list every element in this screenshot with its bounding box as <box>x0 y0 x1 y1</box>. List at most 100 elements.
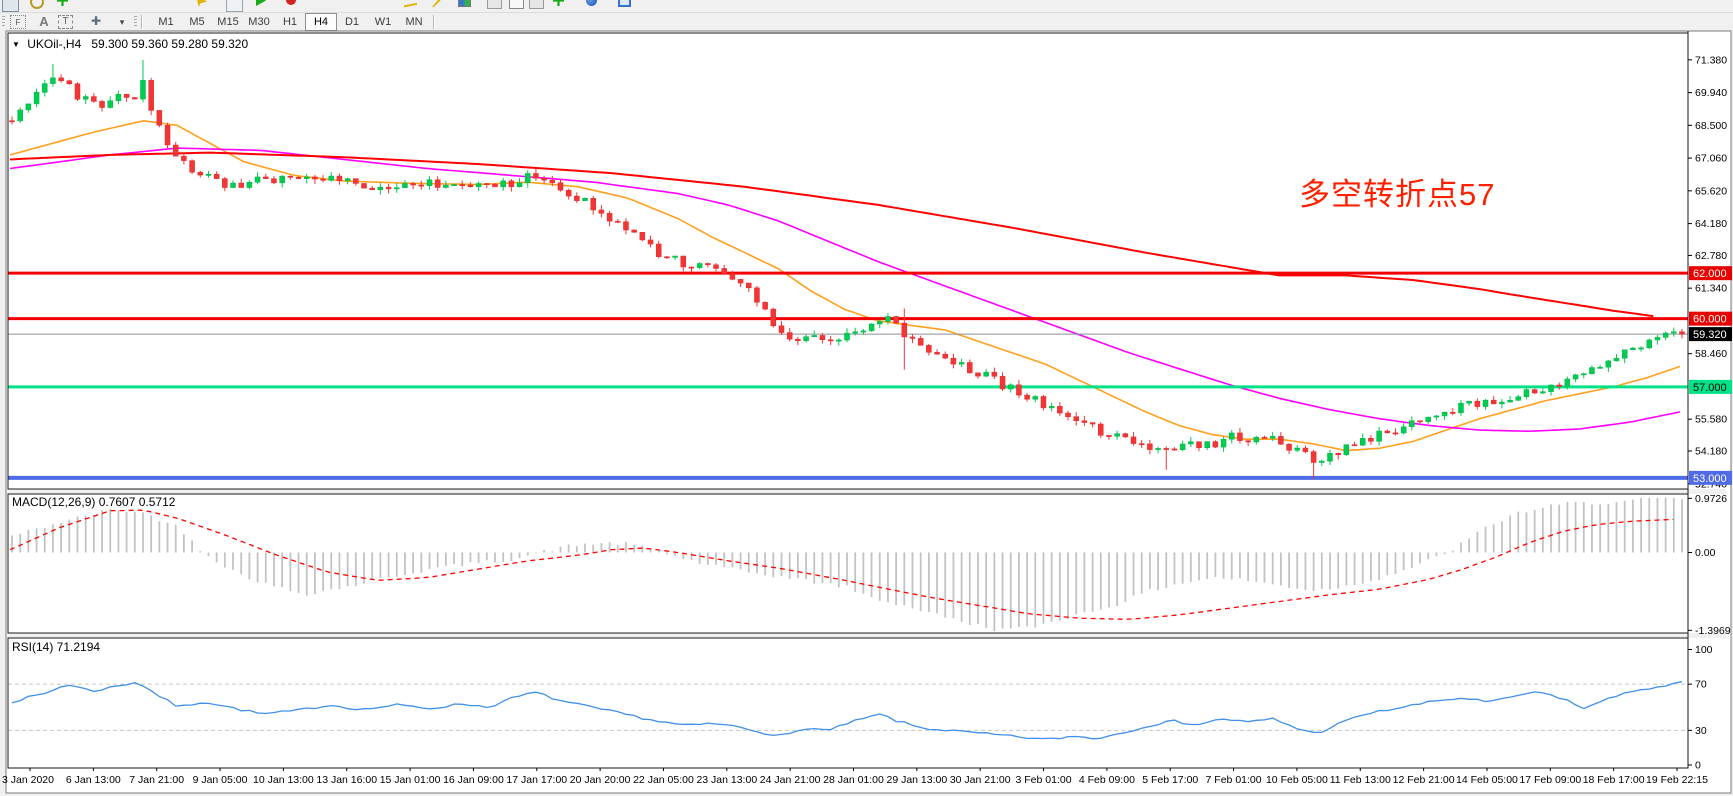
ma-mid-magenta <box>9 147 1681 433</box>
candle-down <box>999 376 1006 390</box>
time-axis-label[interactable]: 16 Jan 09:00 <box>443 774 504 786</box>
toolbar-drag-handle[interactable] <box>134 16 137 28</box>
zoom-icon[interactable] <box>30 0 44 9</box>
macd-panel[interactable] <box>8 494 1688 633</box>
candle-down <box>66 80 73 84</box>
main-chart-panel[interactable] <box>8 33 1688 489</box>
toolbar-drag-handle[interactable] <box>2 16 5 28</box>
time-axis-label[interactable]: 6 Jan 13:00 <box>66 774 121 786</box>
textbox-icon[interactable]: T <box>58 15 73 29</box>
time-axis-label[interactable]: 5 Feb 17:00 <box>1142 774 1198 786</box>
timeframe-button-M15[interactable]: M15 <box>217 16 239 28</box>
time-axis-label[interactable]: 28 Jan 01:00 <box>823 774 884 786</box>
candle-down <box>598 209 605 214</box>
candle-down <box>9 120 15 123</box>
window-icon[interactable] <box>2 0 19 12</box>
candle-down <box>1171 448 1178 451</box>
price-badge-53.000 <box>1689 470 1732 485</box>
candle-up <box>303 176 310 179</box>
time-axis-label[interactable]: 14 Feb 05:00 <box>1456 774 1518 786</box>
indicator-grid-icon[interactable]: F <box>10 15 26 29</box>
tile-window-icon[interactable] <box>618 0 631 7</box>
time-axis-label[interactable]: 18 Feb 17:00 <box>1583 774 1645 786</box>
time-axis-label[interactable]: 3 Jan 2020 <box>2 774 54 786</box>
add-chart-icon[interactable] <box>57 0 68 6</box>
candle-down <box>1147 443 1153 450</box>
arrows-object-icon[interactable]: ✚ <box>90 14 102 28</box>
time-axis-label[interactable]: 30 Jan 21:00 <box>950 774 1011 786</box>
candle-up <box>279 175 285 184</box>
timeframe-button-M1[interactable]: M1 <box>158 16 174 28</box>
palette-grid-icon[interactable] <box>458 0 471 7</box>
time-axis-label[interactable]: 7 Feb 01:00 <box>1206 774 1262 786</box>
timeframe-button-M30[interactable]: M30 <box>248 16 270 28</box>
time-axis-label[interactable]: 7 Jan 21:00 <box>129 774 184 786</box>
candle-up <box>868 323 875 332</box>
play-icon[interactable] <box>256 0 266 6</box>
candle-mode-icon[interactable] <box>509 0 524 9</box>
symbol-dropdown-icon[interactable]: ▼ <box>12 40 20 49</box>
time-axis-label[interactable]: 19 Feb 22:15 <box>1646 774 1708 786</box>
candle-down <box>1081 420 1088 423</box>
time-axis-label[interactable]: 29 Jan 13:00 <box>886 774 947 786</box>
label-a-icon[interactable]: A <box>39 14 49 29</box>
timeframe-button-H4[interactable]: H4 <box>305 13 337 31</box>
time-axis-label[interactable]: 20 Jan 20:00 <box>570 774 631 786</box>
panel-sash[interactable] <box>7 633 1726 638</box>
hline-tool-icon[interactable] <box>404 2 417 8</box>
timeframe-button-W1[interactable]: W1 <box>374 16 392 28</box>
time-axis-label[interactable]: 17 Jan 17:00 <box>506 774 567 786</box>
candle-down <box>1122 433 1129 438</box>
time-axis-label[interactable]: 10 Feb 05:00 <box>1266 774 1328 786</box>
price-tick-label: 65.620 <box>1695 185 1727 197</box>
time-axis-label[interactable]: 13 Jan 16:00 <box>316 774 377 786</box>
time-axis-label[interactable]: 3 Feb 01:00 <box>1016 774 1072 786</box>
time-axis-label[interactable]: 11 Feb 13:00 <box>1330 774 1391 786</box>
candle-down <box>926 345 932 353</box>
candle-up <box>876 321 883 325</box>
toolbar-charts: F A T ✚ ▾ M1 M5 M15 M30 H1 H4 D1 W1 MN <box>0 13 1733 31</box>
timeframe-button-D1[interactable]: D1 <box>344 16 360 28</box>
candle-down <box>1490 399 1497 405</box>
ma-fast-orange <box>9 119 1681 452</box>
candle-down <box>623 221 629 231</box>
candle-down <box>1163 448 1170 450</box>
zoom-in-icon[interactable] <box>553 0 564 6</box>
globe-icon[interactable] <box>586 0 597 6</box>
time-axis-label[interactable]: 17 Feb 09:00 <box>1519 774 1581 786</box>
candle-down <box>1392 432 1399 435</box>
line-mode-icon[interactable] <box>529 0 544 9</box>
time-axis-label[interactable]: 9 Jan 05:00 <box>193 774 248 786</box>
rsi-panel[interactable] <box>8 638 1688 768</box>
candle-up <box>983 371 989 377</box>
toolbar-top <box>0 0 1733 13</box>
timeframe-button-MN[interactable]: MN <box>405 16 423 28</box>
timeframe-button-M5[interactable]: M5 <box>189 16 205 28</box>
candle-down <box>1245 440 1251 443</box>
candle-down <box>917 338 924 346</box>
candle-up <box>1540 391 1546 394</box>
stop-icon[interactable] <box>286 0 296 5</box>
dropdown-caret-icon[interactable]: ▾ <box>119 17 125 27</box>
chart-annotation: 多空转折点57 <box>1299 177 1496 212</box>
time-axis-label[interactable]: 23 Jan 13:00 <box>696 774 757 786</box>
time-axis-label[interactable]: 22 Jan 05:00 <box>633 774 694 786</box>
candle-up <box>696 263 703 268</box>
time-axis-label[interactable]: 4 Feb 09:00 <box>1079 774 1135 786</box>
crosshair-box-icon[interactable] <box>226 0 243 12</box>
panel-sash[interactable] <box>7 489 1726 494</box>
price-badge-label: 60.000 <box>1693 314 1727 326</box>
candle-down <box>1679 331 1685 335</box>
time-axis-label[interactable]: 15 Jan 01:00 <box>380 774 441 786</box>
time-axis-label[interactable]: 12 Feb 21:00 <box>1393 774 1455 786</box>
candle-down <box>336 175 343 181</box>
candle-up <box>1048 406 1055 409</box>
bar-mode-icon[interactable] <box>487 0 502 9</box>
time-axis-label[interactable]: 10 Jan 13:00 <box>253 774 314 786</box>
timeframe-button-H1[interactable]: H1 <box>282 16 298 28</box>
time-axis-label[interactable]: 24 Jan 21:00 <box>760 774 821 786</box>
candle-down <box>827 339 834 342</box>
candle-down <box>271 178 277 184</box>
candle-down <box>1138 443 1145 446</box>
